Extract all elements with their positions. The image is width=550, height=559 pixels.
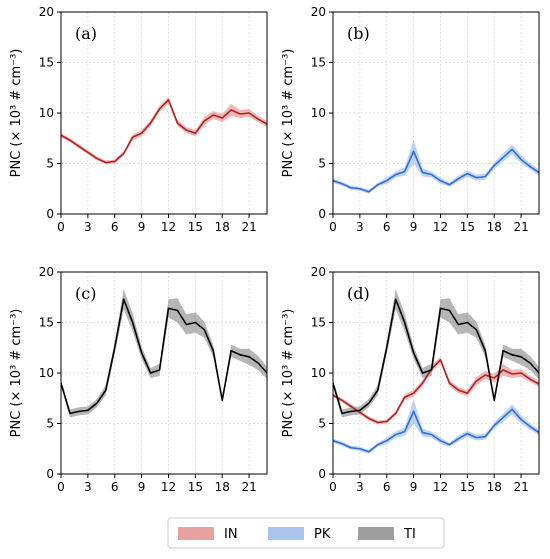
y-tick-label: 15 [311, 316, 326, 330]
series-line-TI [332, 298, 540, 415]
series-line-PK [332, 148, 540, 193]
x-tick-label: 3 [356, 220, 364, 234]
y-axis-label: PNC (× 10³ # cm⁻³) [9, 309, 24, 438]
legend: IN PK TI [167, 517, 445, 549]
y-axis-label: PNC (× 10³ # cm⁻³) [9, 49, 24, 178]
x-tick-label: 21 [241, 480, 256, 494]
panel-label: (d) [347, 284, 370, 303]
x-tick-label: 9 [138, 220, 146, 234]
y-tick-label: 15 [311, 56, 326, 70]
legend-label-TI: TI [403, 527, 416, 542]
x-tick-label: 15 [460, 220, 475, 234]
x-tick-label: 3 [356, 480, 364, 494]
x-tick-label: 21 [513, 480, 528, 494]
panel-1: 0 3 6 9 12 15 18 21 0 5 10 15 20 PNC (× 10³ # cm⁻³) (b… [281, 5, 540, 234]
y-tick-label: 20 [39, 265, 54, 279]
x-tick-label: 3 [84, 480, 92, 494]
x-tick-label: 18 [487, 480, 502, 494]
band-PK [333, 139, 539, 194]
x-tick-label: 6 [383, 220, 391, 234]
panel-label: (c) [75, 284, 96, 303]
x-tick-label: 0 [329, 220, 337, 234]
y-tick-label: 10 [39, 366, 54, 380]
y-tick-label: 0 [46, 207, 54, 221]
y-tick-label: 10 [311, 366, 326, 380]
y-axis-label: PNC (× 10³ # cm⁻³) [281, 309, 296, 438]
x-tick-label: 12 [433, 480, 448, 494]
x-tick-label: 3 [84, 220, 92, 234]
legend-frame [167, 517, 445, 549]
x-tick-label: 15 [460, 480, 475, 494]
x-tick-label: 21 [241, 220, 256, 234]
legend-swatch-PK [268, 527, 304, 540]
y-tick-label: 20 [39, 5, 54, 19]
legend-swatch-TI [358, 527, 394, 540]
x-tick-label: 15 [188, 480, 203, 494]
x-tick-label: 18 [215, 480, 230, 494]
x-tick-label: 18 [215, 220, 230, 234]
x-tick-label: 12 [161, 480, 176, 494]
y-tick-label: 0 [46, 467, 54, 481]
x-tick-label: 12 [161, 220, 176, 234]
x-tick-label: 6 [111, 220, 119, 234]
y-tick-label: 0 [318, 207, 326, 221]
x-tick-label: 0 [57, 220, 65, 234]
x-tick-label: 12 [433, 220, 448, 234]
band-IN [61, 96, 267, 165]
y-tick-label: 5 [318, 417, 326, 431]
x-tick-label: 18 [487, 220, 502, 234]
legend-label-PK: PK [314, 527, 331, 542]
y-axis-label: PNC (× 10³ # cm⁻³) [281, 49, 296, 178]
y-tick-label: 20 [311, 5, 326, 19]
y-tick-label: 15 [39, 56, 54, 70]
panel-0: 0 3 6 9 12 15 18 21 0 5 10 15 20 PNC (× 10³ # cm⁻³) (a… [9, 5, 268, 234]
band-PK [333, 399, 539, 454]
panel-3: 0 3 6 9 12 15 18 21 0 5 10 15 20 PNC (× 10³ # cm⁻³) (d… [281, 265, 540, 494]
y-tick-label: 20 [311, 265, 326, 279]
x-tick-label: 9 [138, 480, 146, 494]
panel-2: 0 3 6 9 12 15 18 21 0 5 10 15 20 PNC (× 10³ # cm⁻³) (c… [9, 265, 268, 494]
band-IN [333, 356, 539, 425]
y-tick-label: 10 [39, 106, 54, 120]
x-tick-label: 0 [329, 480, 337, 494]
x-tick-label: 6 [383, 480, 391, 494]
y-tick-label: 5 [46, 417, 54, 431]
y-tick-label: 0 [318, 467, 326, 481]
y-tick-label: 15 [39, 316, 54, 330]
legend-label-IN: IN [224, 527, 238, 542]
y-tick-label: 5 [318, 157, 326, 171]
series-line-TI [60, 298, 268, 415]
panel-label: (a) [75, 24, 97, 43]
x-tick-label: 6 [111, 480, 119, 494]
series-line-IN [332, 359, 540, 424]
x-tick-label: 21 [513, 220, 528, 234]
legend-swatch-IN [178, 527, 214, 540]
x-tick-label: 15 [188, 220, 203, 234]
series-line-IN [60, 99, 268, 164]
y-tick-label: 5 [46, 157, 54, 171]
series-line-PK [332, 408, 540, 453]
x-tick-label: 9 [410, 220, 418, 234]
x-tick-label: 0 [57, 480, 65, 494]
panel-label: (b) [347, 24, 370, 43]
x-tick-label: 9 [410, 480, 418, 494]
y-tick-label: 10 [311, 106, 326, 120]
